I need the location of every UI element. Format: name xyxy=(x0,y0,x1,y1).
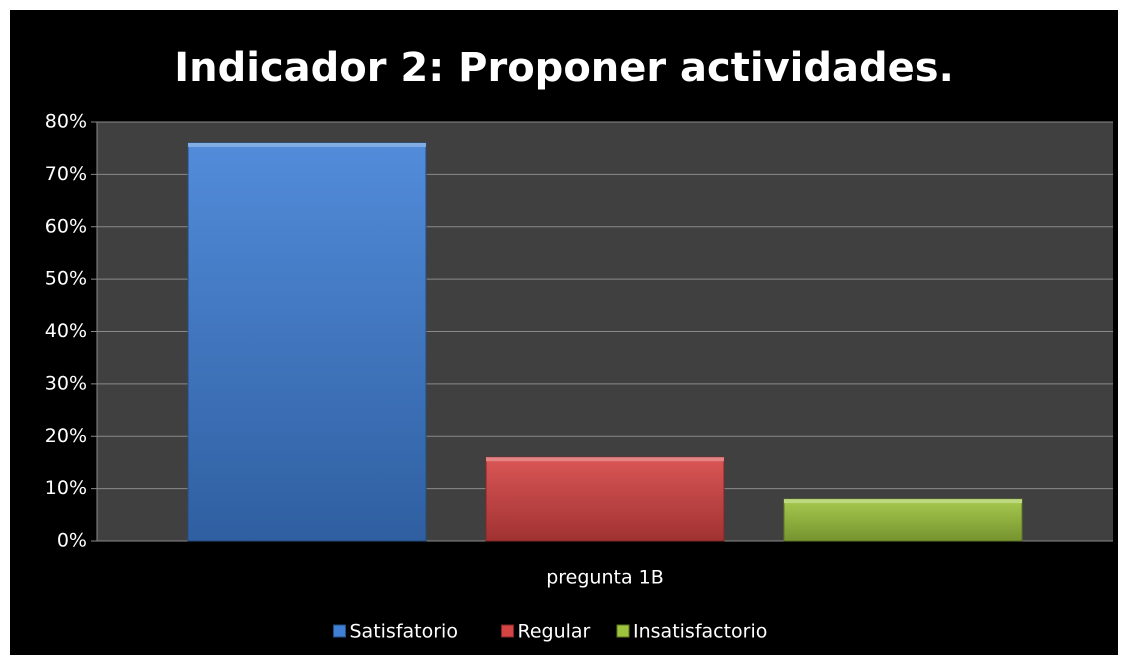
bar xyxy=(783,498,1023,542)
legend-label: Insatisfactorio xyxy=(633,621,767,643)
bar xyxy=(187,142,427,542)
y-tick-label: 30% xyxy=(45,372,87,394)
x-tick-label: pregunta 1B xyxy=(546,567,664,589)
legend-swatch xyxy=(616,624,630,638)
y-tick-label: 60% xyxy=(45,215,87,237)
bar xyxy=(485,456,725,542)
bar-top xyxy=(188,142,426,147)
y-tick-label: 40% xyxy=(45,320,87,342)
legend-label: Satisfatorio xyxy=(350,621,458,643)
legend-swatch xyxy=(501,624,514,638)
y-tick-label: 20% xyxy=(45,425,87,447)
y-tick-label: 80% xyxy=(45,111,87,133)
bar-top xyxy=(486,457,724,462)
y-tick-label: 50% xyxy=(45,268,87,290)
chart-title: Indicador 2: Proponer actividades. xyxy=(174,45,954,91)
legend-label: Regular xyxy=(518,621,591,643)
y-tick-label: 0% xyxy=(57,530,87,552)
y-tick-label: 10% xyxy=(45,477,87,499)
legend-swatch xyxy=(333,624,346,638)
y-tick-label: 70% xyxy=(45,163,87,185)
bar-top xyxy=(784,499,1022,504)
